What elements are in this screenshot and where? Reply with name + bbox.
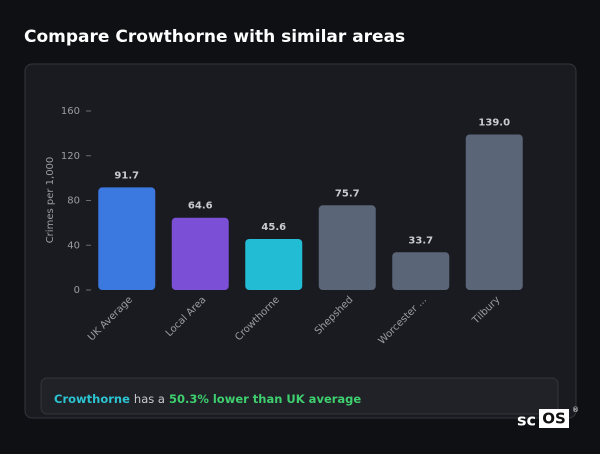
y-tick-label: 120: [61, 151, 80, 162]
summary: Crowthorne has a 50.3% lower than UK ave…: [54, 392, 361, 406]
value-label: 64.6: [188, 201, 213, 212]
bar: [245, 238, 303, 290]
bar: [465, 134, 523, 290]
y-tick-label: 80: [67, 196, 80, 207]
logo-box: [539, 409, 569, 428]
logo-mark: ®: [572, 406, 579, 414]
value-label: 139.0: [478, 117, 510, 128]
value-label: 45.6: [261, 222, 286, 233]
y-axis-label: Crimes per 1,000: [45, 157, 56, 244]
bar: [318, 205, 376, 290]
y-tick-label: 160: [61, 106, 80, 117]
y-tick-label: 40: [67, 240, 80, 251]
summary-area: Crowthorne: [54, 392, 130, 406]
bar: [98, 187, 156, 290]
value-label: 75.7: [335, 188, 360, 199]
value-label: 91.7: [114, 170, 139, 181]
logo-left: sc: [517, 411, 536, 430]
summary-box: [40, 377, 559, 415]
logo-box-text: OS: [542, 410, 566, 428]
bar: [171, 217, 229, 290]
value-label: 33.7: [408, 235, 433, 246]
page-title: Compare Crowthorne with similar areas: [24, 27, 405, 47]
bar: [392, 252, 450, 290]
summary-highlight: 50.3% lower than UK average: [169, 392, 361, 406]
summary-text: has a: [134, 392, 165, 406]
y-tick-label: 0: [74, 285, 80, 296]
